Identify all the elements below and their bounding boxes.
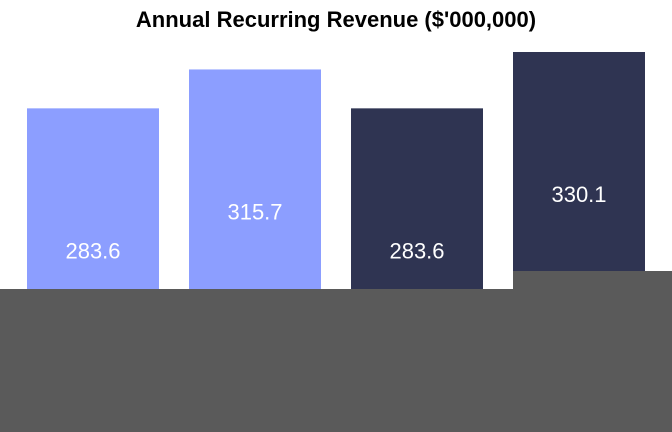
chart-title: Annual Recurring Revenue ($'000,000): [135, 7, 537, 32]
occluding-panel-notch: [513, 271, 672, 291]
data-label-3: 283.6: [389, 238, 444, 263]
data-label-1: 283.6: [65, 238, 120, 263]
occluding-panel: [0, 289, 672, 432]
data-label-2: 315.7: [227, 199, 282, 224]
data-labels-group: 283.6 315.7 283.6 330.1: [65, 182, 606, 263]
data-label-4: 330.1: [551, 182, 606, 207]
